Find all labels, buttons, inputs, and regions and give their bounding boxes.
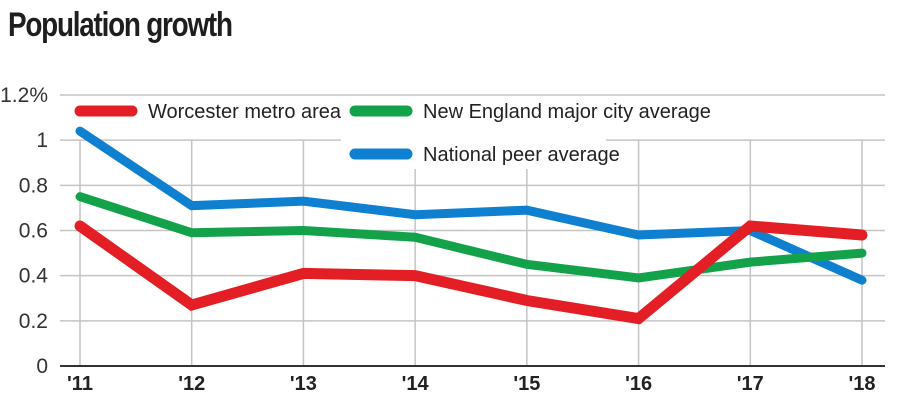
legend-item: New England major city average [341,96,711,126]
x-tick-label: '14 [402,373,430,395]
x-tick-label: '15 [513,373,540,395]
y-tick-label: 0.8 [19,174,48,197]
series-lines [74,126,868,325]
legend-item: Worcester metro area [66,96,342,126]
legend-item: National peer average [341,139,620,169]
legend: Worcester metro area New England major ci… [66,96,711,169]
y-tick-label: 1 [36,129,48,152]
legend-label: National peer average [423,144,620,166]
y-tick-label: 0.4 [19,265,49,288]
legend-label: Worcester metro area [148,101,342,123]
series-line-new-england-major-city-average [75,192,867,283]
chart-title: Population growth [8,6,233,44]
y-tick-label: 1.2% [0,84,48,107]
x-tick-label: '12 [178,373,205,395]
x-tick-label: '17 [737,373,764,395]
y-axis: 0 0.2 0.4 0.6 0.8 1 1.2% [0,84,48,378]
x-axis: '11 '12 '13 '14 '15 '16 '17 '18 [60,365,885,395]
x-tick-label: '11 [67,373,93,395]
x-tick-label: '16 [625,373,652,395]
y-tick-label: 0.2 [19,310,48,333]
series-line-national-peer-average [75,126,867,285]
y-tick-label: 0.6 [19,220,48,243]
x-tick-label: '18 [848,373,875,395]
series-line-worcester-metro-area [74,220,868,325]
x-tick-label: '13 [290,373,317,395]
legend-label: New England major city average [423,101,711,123]
y-tick-label: 0 [36,355,48,378]
